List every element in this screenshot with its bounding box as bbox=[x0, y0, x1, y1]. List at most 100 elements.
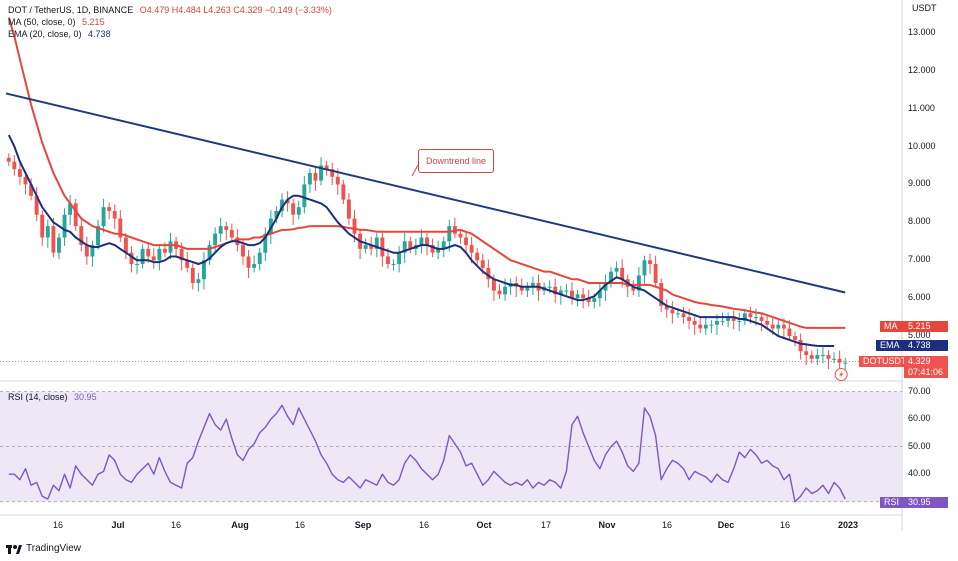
ma-legend-value: 5.215 bbox=[82, 17, 105, 27]
candle-body bbox=[285, 199, 290, 204]
candle-body bbox=[447, 226, 452, 242]
candle-body bbox=[291, 203, 296, 215]
candle-body bbox=[558, 290, 563, 295]
candle-body bbox=[731, 317, 736, 321]
candle-body bbox=[62, 214, 67, 238]
candle-body bbox=[17, 169, 22, 177]
ema-legend: EMA (20, close, 0) 4.738 bbox=[8, 28, 111, 40]
candle-body bbox=[6, 157, 11, 162]
candle-body bbox=[642, 260, 647, 276]
candle-body bbox=[843, 362, 848, 364]
candle-body bbox=[40, 214, 45, 238]
time-tick-label: 16 bbox=[52, 520, 64, 530]
candle-body bbox=[101, 207, 106, 227]
candle-body bbox=[475, 252, 480, 261]
candle-body bbox=[107, 207, 112, 211]
downtrend-line-annotation[interactable]: Downtrend line bbox=[418, 149, 494, 173]
candle-body bbox=[185, 260, 190, 268]
time-tick-label: 17 bbox=[540, 520, 552, 530]
candle-body bbox=[614, 267, 619, 272]
candle-body bbox=[123, 237, 128, 253]
ema-legend-value: 4.738 bbox=[88, 29, 111, 39]
candle-body bbox=[709, 324, 714, 326]
candle-body bbox=[68, 203, 73, 215]
price-tick-label: 12.000 bbox=[908, 64, 936, 75]
price-tick-label: 11.000 bbox=[908, 102, 935, 113]
ma-legend: MA (50, close, 0) 5.215 bbox=[8, 16, 105, 28]
candle-body bbox=[798, 339, 803, 352]
candle-body bbox=[441, 241, 446, 249]
candle-body bbox=[196, 279, 201, 283]
time-tick-label: Oct bbox=[476, 520, 492, 530]
candle-body bbox=[597, 290, 602, 299]
candle-body bbox=[620, 267, 625, 280]
candle-body bbox=[436, 248, 441, 253]
candle-body bbox=[609, 271, 613, 283]
candle-body bbox=[793, 336, 797, 340]
candle-body bbox=[692, 320, 697, 325]
candle-body bbox=[408, 241, 413, 249]
candle-body bbox=[430, 245, 435, 253]
rsi-legend-label: RSI (14, close) bbox=[8, 392, 68, 402]
candle-body bbox=[547, 286, 552, 288]
candle-body bbox=[229, 229, 234, 238]
ema-legend-label: EMA (20, close, 0) bbox=[8, 29, 82, 39]
candle-body bbox=[425, 237, 429, 246]
candle-body bbox=[369, 245, 374, 249]
candle-body bbox=[146, 248, 151, 257]
candle-body bbox=[157, 248, 162, 261]
candle-body bbox=[218, 226, 223, 234]
candle-body bbox=[363, 245, 368, 249]
candle-body bbox=[402, 241, 407, 253]
candle-body bbox=[257, 252, 262, 265]
candle-body bbox=[23, 176, 28, 185]
candle-body bbox=[397, 252, 402, 265]
candle-body bbox=[815, 355, 820, 359]
candle-body bbox=[224, 226, 229, 230]
ema-tag-value: 4.738 bbox=[904, 340, 948, 351]
brand-text: TradingView bbox=[26, 543, 82, 554]
candle-body bbox=[631, 286, 636, 291]
candle-body bbox=[804, 351, 809, 356]
candle-body bbox=[759, 317, 764, 321]
price-tick-label: 9.000 bbox=[908, 178, 931, 189]
pair-tag-value: 4.329 bbox=[904, 356, 948, 367]
candle-body bbox=[168, 241, 173, 253]
ma-tag-name: MA bbox=[880, 321, 908, 332]
candle-body bbox=[726, 317, 731, 321]
candle-body bbox=[202, 260, 206, 280]
candle-body bbox=[335, 176, 340, 185]
candle-body bbox=[564, 290, 569, 292]
rsi-tick-label: 50.00 bbox=[908, 440, 931, 451]
candle-body bbox=[296, 207, 301, 215]
tradingview-logo-icon bbox=[6, 544, 22, 554]
tradingview-brand[interactable]: TradingView bbox=[6, 543, 81, 554]
candle-body bbox=[720, 320, 725, 322]
time-tick-label: Aug bbox=[231, 520, 249, 530]
price-tick-label: 7.000 bbox=[908, 254, 931, 265]
symbol-legend: DOT / TetherUS, 1D, BINANCE O4.479 H4.48… bbox=[8, 4, 332, 16]
candle-body bbox=[135, 264, 139, 266]
candle-body bbox=[241, 245, 245, 257]
candle-body bbox=[386, 256, 390, 265]
rsi-tag-name: RSI bbox=[880, 497, 908, 508]
candle-body bbox=[274, 210, 279, 219]
time-tick-label: Nov bbox=[598, 520, 616, 530]
price-tick-label: 10.000 bbox=[908, 140, 936, 151]
ma-legend-label: MA (50, close, 0) bbox=[8, 17, 76, 27]
candle-body bbox=[770, 324, 775, 329]
ema-tag-name: EMA bbox=[876, 340, 908, 351]
time-tick-label: Jul bbox=[111, 520, 125, 530]
candle-body bbox=[765, 320, 770, 325]
candle-body bbox=[330, 169, 335, 177]
time-tick-label: 16 bbox=[418, 520, 430, 530]
candle-body bbox=[57, 237, 61, 253]
candle-body bbox=[151, 256, 156, 261]
price-tick-label: 6.000 bbox=[908, 292, 931, 303]
candle-body bbox=[491, 279, 496, 291]
ohlc-text: O4.479 H4.484 L4.263 C4.329 −0.149 (−3.3… bbox=[139, 5, 332, 15]
price-tick-label: 13.000 bbox=[908, 26, 936, 37]
candle-body bbox=[581, 294, 586, 299]
rsi-legend-value: 30.95 bbox=[74, 392, 97, 402]
